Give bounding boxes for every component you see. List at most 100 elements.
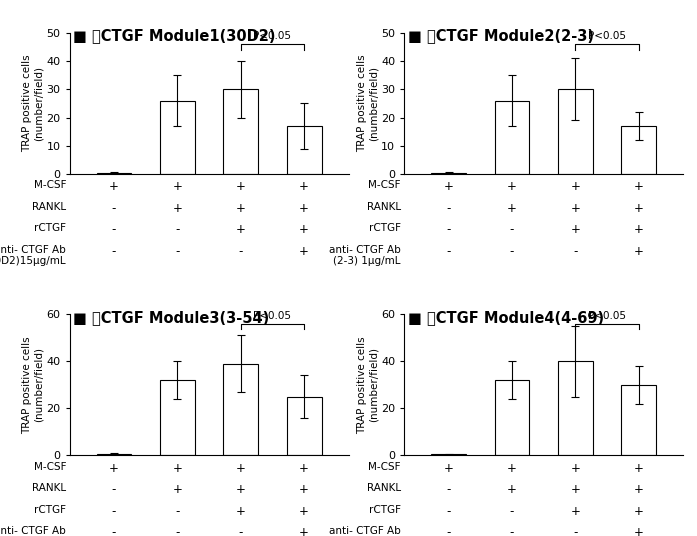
Y-axis label: TRAP positive cells
(number/field): TRAP positive cells (number/field) [357,55,378,152]
Text: ■ 抗CTGF Module2(2-3): ■ 抗CTGF Module2(2-3) [408,28,594,43]
Bar [495,101,530,174]
Text: -: - [446,245,451,258]
Text: +: + [172,483,183,496]
Text: -: - [175,505,180,518]
Text: +: + [570,181,581,193]
Text: +: + [570,505,581,518]
Text: -: - [446,483,451,496]
Text: RANKL: RANKL [32,483,66,493]
Y-axis label: TRAP positive cells
(number/field): TRAP positive cells (number/field) [357,336,378,434]
Text: +: + [444,181,454,193]
Text: P<0.05: P<0.05 [588,311,626,321]
Text: -: - [510,505,514,518]
Text: ■ 抗CTGF Module4(4-69): ■ 抗CTGF Module4(4-69) [408,310,604,325]
Y-axis label: TRAP positive cells
(number/field): TRAP positive cells (number/field) [22,55,44,152]
Text: -: - [446,526,451,536]
Text: +: + [172,181,183,193]
Text: rCTGF: rCTGF [34,224,66,233]
Text: +: + [299,462,309,475]
Text: -: - [446,202,451,215]
Text: P<0.05: P<0.05 [254,31,291,41]
Text: +: + [236,181,246,193]
Bar [97,173,132,174]
Text: -: - [446,505,451,518]
Text: +: + [172,462,183,475]
Text: -: - [238,245,243,258]
Bar [286,397,321,456]
Text: anti- CTGF Ab
(30D2)15μg/mL: anti- CTGF Ab (30D2)15μg/mL [0,245,66,266]
Text: ■ 抗CTGF Module1(30D2): ■ 抗CTGF Module1(30D2) [73,28,276,43]
Text: +: + [172,202,183,215]
Text: -: - [112,526,116,536]
Text: +: + [299,483,309,496]
Text: +: + [109,462,119,475]
Text: anti- CTGF Ab
(2-3) 1μg/mL: anti- CTGF Ab (2-3) 1μg/mL [329,245,401,266]
Text: -: - [510,245,514,258]
Text: anti- CTGF Ab
(3-54) 2.5μg/mL: anti- CTGF Ab (3-54) 2.5μg/mL [0,526,66,536]
Text: +: + [570,462,581,475]
Bar [431,455,466,456]
Text: -: - [238,526,243,536]
Text: +: + [299,224,309,236]
Text: rCTGF: rCTGF [369,224,401,233]
Text: -: - [175,224,180,236]
Bar [97,455,132,456]
Text: -: - [112,202,116,215]
Text: +: + [299,181,309,193]
Text: M-CSF: M-CSF [33,462,66,472]
Text: -: - [112,483,116,496]
Text: -: - [573,245,578,258]
Text: +: + [299,202,309,215]
Text: +: + [570,202,581,215]
Text: rCTGF: rCTGF [369,505,401,515]
Text: +: + [299,505,309,518]
Text: +: + [507,462,517,475]
Text: RANKL: RANKL [367,202,401,212]
Text: +: + [507,483,517,496]
Bar [286,126,321,174]
Text: +: + [634,526,643,536]
Text: +: + [236,483,246,496]
Text: +: + [634,202,643,215]
Bar [621,126,656,174]
Text: +: + [634,224,643,236]
Text: +: + [634,245,643,258]
Text: +: + [236,505,246,518]
Text: -: - [175,245,180,258]
Text: ■ 抗CTGF Module3(3-54): ■ 抗CTGF Module3(3-54) [73,310,270,325]
Text: -: - [112,245,116,258]
Text: +: + [507,202,517,215]
Text: +: + [444,462,454,475]
Text: -: - [510,224,514,236]
Text: +: + [634,181,643,193]
Text: +: + [299,526,309,536]
Bar [431,173,466,174]
Text: RANKL: RANKL [32,202,66,212]
Text: +: + [634,483,643,496]
Text: -: - [446,224,451,236]
Text: +: + [236,462,246,475]
Bar [621,385,656,456]
Text: +: + [236,202,246,215]
Text: +: + [236,224,246,236]
Text: anti- CTGF Ab
(4-69) 5μg/mL: anti- CTGF Ab (4-69) 5μg/mL [327,526,401,536]
Bar [160,380,195,456]
Text: +: + [570,483,581,496]
Text: -: - [175,526,180,536]
Text: M-CSF: M-CSF [33,181,66,190]
Text: +: + [634,462,643,475]
Text: +: + [507,181,517,193]
Text: -: - [573,526,578,536]
Text: P<0.05: P<0.05 [588,31,626,41]
Text: +: + [299,245,309,258]
Text: M-CSF: M-CSF [368,462,401,472]
Text: M-CSF: M-CSF [368,181,401,190]
Text: -: - [112,224,116,236]
Bar [495,380,530,456]
Text: RANKL: RANKL [367,483,401,493]
Text: P<0.05: P<0.05 [254,311,291,321]
Bar [558,361,592,456]
Text: rCTGF: rCTGF [34,505,66,515]
Y-axis label: TRAP positive cells
(number/field): TRAP positive cells (number/field) [22,336,44,434]
Text: -: - [112,505,116,518]
